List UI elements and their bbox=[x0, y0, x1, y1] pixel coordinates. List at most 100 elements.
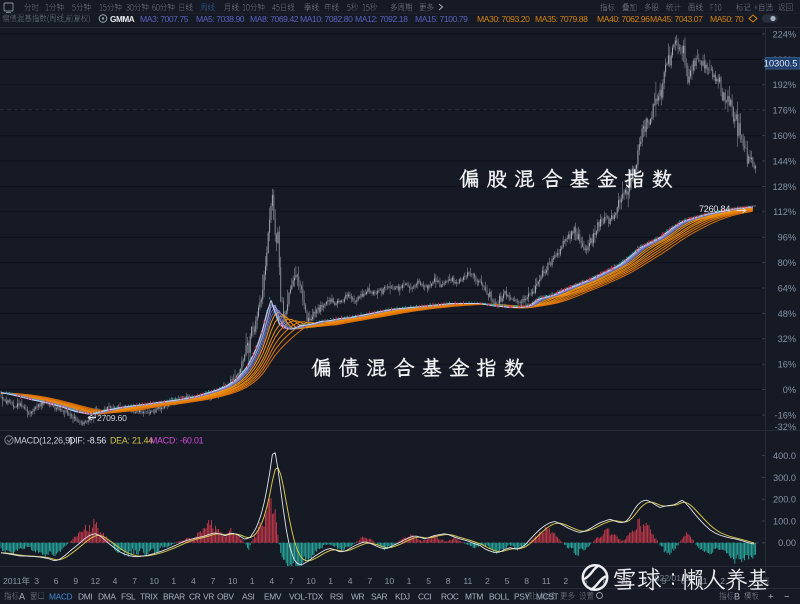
svg-text:176%: 176% bbox=[773, 106, 797, 116]
svg-text:7260.84: 7260.84 bbox=[699, 204, 730, 214]
svg-text:MA30: 7093.20: MA30: 7093.20 bbox=[477, 14, 530, 24]
svg-text:DIF: -8.56: DIF: -8.56 bbox=[69, 436, 106, 446]
svg-text:BOLL: BOLL bbox=[489, 592, 510, 602]
svg-text:64%: 64% bbox=[778, 283, 796, 293]
svg-text:OBV: OBV bbox=[217, 592, 234, 602]
svg-text:4: 4 bbox=[113, 576, 118, 586]
svg-text:MA40: 7062.96: MA40: 7062.96 bbox=[597, 14, 650, 24]
svg-text:0%: 0% bbox=[783, 385, 796, 395]
svg-text:8: 8 bbox=[446, 576, 451, 586]
svg-text:MA15: 7100.79: MA15: 7100.79 bbox=[415, 14, 468, 24]
svg-text:6: 6 bbox=[54, 576, 59, 586]
svg-text:BRAR: BRAR bbox=[163, 592, 185, 602]
svg-text:DMA: DMA bbox=[98, 592, 116, 602]
svg-text:FSL: FSL bbox=[121, 592, 136, 602]
svg-text:ASI: ASI bbox=[242, 592, 254, 602]
svg-text:DMI: DMI bbox=[78, 592, 92, 602]
svg-text:MA3: 7007.75: MA3: 7007.75 bbox=[140, 14, 189, 24]
svg-text:8: 8 bbox=[603, 576, 608, 586]
svg-text:11: 11 bbox=[620, 576, 629, 586]
svg-text:2: 2 bbox=[485, 576, 490, 586]
svg-text:5: 5 bbox=[661, 576, 666, 586]
svg-text:8: 8 bbox=[681, 576, 686, 586]
svg-text:VR: VR bbox=[203, 592, 214, 602]
svg-text:5: 5 bbox=[426, 576, 431, 586]
svg-text:10: 10 bbox=[306, 576, 316, 586]
svg-text:4: 4 bbox=[191, 576, 196, 586]
svg-text:7: 7 bbox=[367, 576, 372, 586]
svg-text:MA45: 7043.07: MA45: 7043.07 bbox=[650, 14, 703, 24]
svg-text:11: 11 bbox=[463, 576, 472, 586]
svg-text:MACD(12,26,9): MACD(12,26,9) bbox=[14, 436, 73, 446]
svg-text:32%: 32% bbox=[778, 334, 796, 344]
svg-text:1: 1 bbox=[407, 576, 412, 586]
svg-text:MACD: -60.01: MACD: -60.01 bbox=[150, 436, 204, 446]
svg-text:4: 4 bbox=[269, 576, 274, 586]
svg-text:2: 2 bbox=[720, 576, 725, 586]
svg-text:VOL-TDX: VOL-TDX bbox=[289, 592, 324, 602]
svg-text:0.00: 0.00 bbox=[778, 538, 796, 548]
svg-text:ROC: ROC bbox=[441, 592, 459, 602]
svg-text:10: 10 bbox=[385, 576, 395, 586]
svg-text:3: 3 bbox=[34, 576, 39, 586]
svg-text:128%: 128% bbox=[773, 182, 797, 192]
svg-text:TRIX: TRIX bbox=[140, 592, 158, 602]
svg-text:144%: 144% bbox=[773, 156, 797, 166]
svg-text:112%: 112% bbox=[773, 207, 796, 217]
svg-text:192%: 192% bbox=[773, 80, 797, 90]
svg-text:400.0: 400.0 bbox=[773, 451, 796, 461]
svg-text:RSI: RSI bbox=[330, 592, 343, 602]
svg-text:−: − bbox=[784, 592, 790, 603]
svg-text:-16%: -16% bbox=[775, 410, 796, 420]
svg-text:7: 7 bbox=[211, 576, 216, 586]
svg-text:9: 9 bbox=[73, 576, 78, 586]
svg-text:MA8: 7069.42: MA8: 7069.42 bbox=[250, 14, 299, 24]
svg-text:CR: CR bbox=[189, 592, 201, 602]
svg-text:A: A bbox=[19, 592, 25, 602]
svg-text:5: 5 bbox=[505, 576, 510, 586]
svg-text:+: + bbox=[768, 592, 774, 603]
svg-text:8: 8 bbox=[524, 576, 529, 586]
svg-text:2022/01/28: 2022/01/28 bbox=[650, 573, 693, 583]
svg-text:200.0: 200.0 bbox=[773, 495, 796, 505]
svg-text:16%: 16% bbox=[778, 360, 796, 370]
svg-text:160%: 160% bbox=[773, 131, 797, 141]
svg-text:7: 7 bbox=[132, 576, 137, 586]
svg-text:KDJ: KDJ bbox=[395, 592, 410, 602]
svg-text:MA50: 70: MA50: 70 bbox=[710, 14, 744, 24]
svg-text:7: 7 bbox=[289, 576, 294, 586]
svg-text:10: 10 bbox=[228, 576, 238, 586]
svg-text:48%: 48% bbox=[778, 309, 796, 319]
svg-text:300.0: 300.0 bbox=[773, 473, 796, 483]
svg-text:11: 11 bbox=[699, 576, 708, 586]
svg-text:2011年: 2011年 bbox=[3, 575, 30, 586]
svg-text:2: 2 bbox=[563, 576, 568, 586]
svg-text:1: 1 bbox=[250, 576, 255, 586]
svg-text:MTM: MTM bbox=[465, 592, 483, 602]
svg-text:WR: WR bbox=[351, 592, 365, 602]
svg-text:11: 11 bbox=[542, 576, 551, 586]
svg-text:GMMA: GMMA bbox=[110, 15, 135, 24]
svg-text:MA10: 7082.80: MA10: 7082.80 bbox=[300, 14, 353, 24]
svg-text:2709.60: 2709.60 bbox=[97, 413, 127, 423]
svg-text:DEA: 21.44: DEA: 21.44 bbox=[110, 436, 153, 446]
svg-text:MACD: MACD bbox=[49, 592, 73, 602]
svg-text:224%: 224% bbox=[773, 29, 797, 39]
svg-text:4: 4 bbox=[348, 576, 353, 586]
svg-text:MA35: 7079.88: MA35: 7079.88 bbox=[535, 14, 588, 24]
svg-text:10: 10 bbox=[149, 576, 159, 586]
svg-text:MA5: 7038.90: MA5: 7038.90 bbox=[196, 14, 245, 24]
svg-text:96%: 96% bbox=[778, 233, 796, 243]
svg-text:PSY: PSY bbox=[514, 592, 530, 602]
svg-text:B: B bbox=[734, 592, 740, 602]
svg-text:1: 1 bbox=[171, 576, 176, 586]
svg-text:5: 5 bbox=[583, 576, 588, 586]
svg-text:100.0: 100.0 bbox=[773, 516, 796, 526]
svg-text:10300.5: 10300.5 bbox=[764, 58, 798, 69]
svg-text:SAR: SAR bbox=[371, 592, 387, 602]
svg-text:EMV: EMV bbox=[264, 592, 282, 602]
svg-text:80%: 80% bbox=[778, 258, 796, 268]
svg-text:1: 1 bbox=[328, 576, 333, 586]
svg-text:12: 12 bbox=[91, 576, 101, 586]
svg-text:2: 2 bbox=[642, 576, 647, 586]
